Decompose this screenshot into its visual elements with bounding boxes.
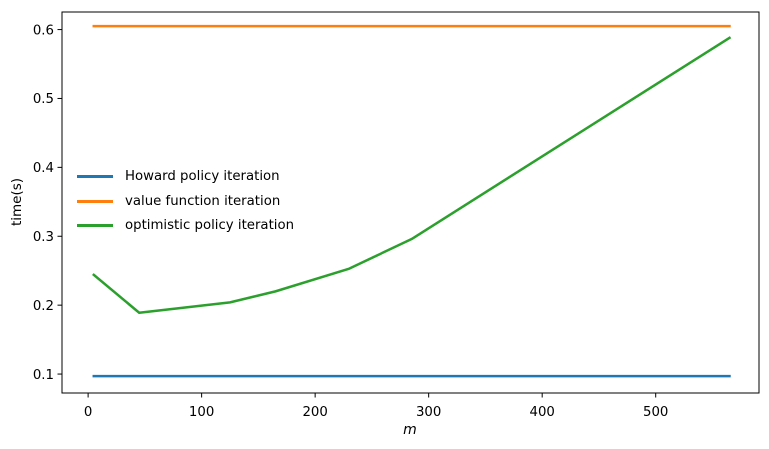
x-tick-label: 100 bbox=[189, 405, 214, 420]
legend-item-value-function: value function iteration bbox=[77, 192, 294, 212]
x-tick-label: 300 bbox=[416, 405, 441, 420]
y-tick-label: 0.5 bbox=[33, 92, 54, 107]
y-tick-label: 0.6 bbox=[33, 23, 54, 38]
x-tick-label: 400 bbox=[529, 405, 554, 420]
x-tick-label: 200 bbox=[302, 405, 327, 420]
legend-item-howard: Howard policy iteration bbox=[77, 167, 294, 187]
legend-label: value function iteration bbox=[125, 193, 281, 209]
legend-label: optimistic policy iteration bbox=[125, 218, 295, 234]
legend-line-swatch bbox=[77, 199, 113, 203]
legend: Howard policy iteration value function i… bbox=[77, 167, 294, 241]
plot-area-border bbox=[61, 11, 760, 394]
y-tick-label: 0.4 bbox=[33, 161, 54, 176]
x-tick-label: 500 bbox=[643, 405, 668, 420]
y-tick-label: 0.2 bbox=[33, 299, 54, 314]
x-tick-label: 0 bbox=[84, 405, 92, 420]
legend-item-optimistic: optimistic policy iteration bbox=[77, 216, 294, 236]
legend-line-swatch bbox=[77, 224, 113, 228]
series-line-optimistic-policy-iteration bbox=[92, 36, 732, 314]
y-axis-label: time(s) bbox=[9, 177, 25, 227]
legend-label: Howard policy iteration bbox=[125, 169, 280, 185]
x-axis-label: m bbox=[403, 422, 417, 438]
y-tick-label: 0.3 bbox=[33, 230, 54, 245]
y-tick-label: 0.1 bbox=[33, 368, 54, 383]
legend-line-swatch bbox=[77, 175, 113, 179]
